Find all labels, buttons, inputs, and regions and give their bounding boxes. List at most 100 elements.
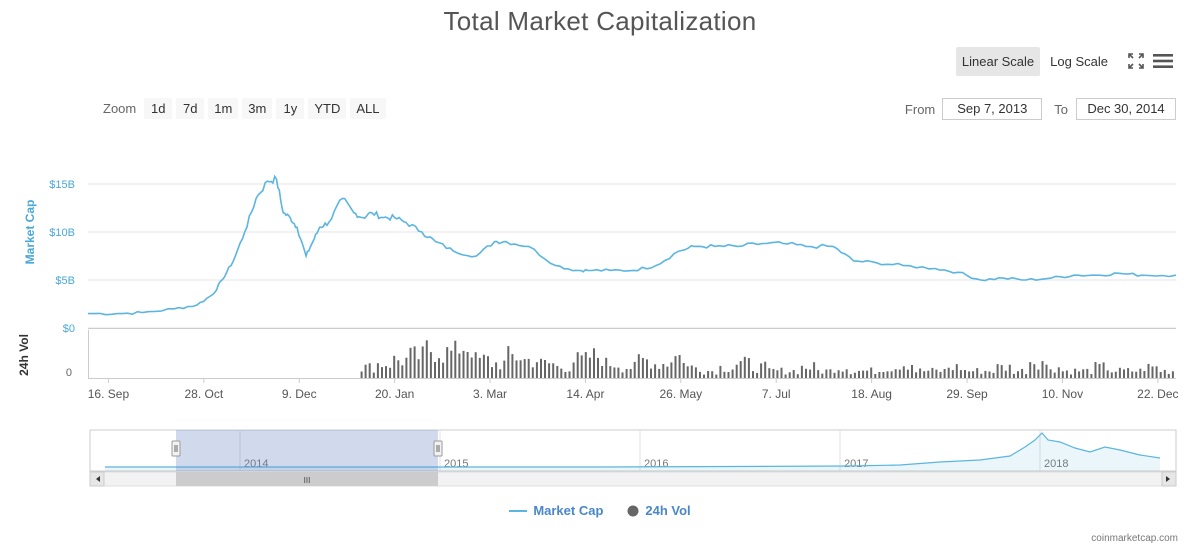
volume-bar xyxy=(821,373,824,378)
to-date-input[interactable]: Dec 30, 2014 xyxy=(1076,98,1176,120)
volume-bar xyxy=(1167,373,1170,378)
volume-bar xyxy=(478,357,481,378)
navigator-area xyxy=(105,433,1160,471)
from-date-input[interactable]: Sep 7, 2013 xyxy=(942,98,1043,120)
volume-bar xyxy=(682,363,685,378)
volume-bar xyxy=(446,347,449,378)
volume-bar xyxy=(805,368,807,378)
zoom-3m-button[interactable]: 3m xyxy=(242,98,273,119)
linear-scale-button[interactable]: Linear Scale xyxy=(955,47,1041,76)
volume-axis-label: 24h Vol xyxy=(17,334,31,376)
volume-bar xyxy=(1061,371,1064,378)
zoom-1m-button[interactable]: 1m xyxy=(208,98,239,119)
volume-bar xyxy=(1021,368,1024,378)
volume-bar xyxy=(674,356,677,378)
scrollbar-track[interactable] xyxy=(89,471,1177,487)
volume-bar xyxy=(1082,369,1085,378)
volume-bar xyxy=(499,369,502,378)
zoom-all-button[interactable]: ALL xyxy=(350,98,386,119)
x-tick-label: 20. Jan xyxy=(375,387,414,401)
volume-bar xyxy=(1135,371,1138,378)
volume-bar xyxy=(609,366,612,378)
volume-bar xyxy=(438,358,440,378)
x-axis-ticks: 16. Sep 28. Oct 9. Dec 20. Jan 3. Mar 14. Apr… xyxy=(88,378,1179,401)
x-tick-label: 9. Dec xyxy=(282,387,317,401)
volume-bar xyxy=(454,340,457,378)
volume-bar xyxy=(482,354,485,378)
volume-bar xyxy=(939,371,942,378)
volume-bar xyxy=(1045,364,1048,378)
navigator-handle[interactable] xyxy=(171,440,181,457)
volume-bar xyxy=(564,372,567,378)
volume-bar xyxy=(434,362,436,378)
volume-bar xyxy=(1151,366,1154,378)
x-tick-label: 26. May xyxy=(659,387,702,401)
volume-bar xyxy=(1171,371,1174,378)
volume-bar xyxy=(1037,369,1040,378)
volume-bar xyxy=(376,363,379,378)
volume-bar xyxy=(1163,369,1166,378)
volume-bar xyxy=(1147,363,1150,378)
volume-bar xyxy=(1159,372,1162,378)
scroll-left-button[interactable] xyxy=(89,471,105,487)
zoom-7d-button[interactable]: 7d xyxy=(176,98,205,119)
volume-bar xyxy=(1127,368,1130,378)
volume-bar xyxy=(597,357,599,378)
navigator[interactable]: 2014 2015 2016 2017 2018 III xyxy=(89,429,1177,487)
menu-icon[interactable] xyxy=(1153,53,1173,69)
volume-bar xyxy=(515,360,518,378)
volume-bar xyxy=(853,372,856,378)
volume-bar xyxy=(507,346,510,378)
volume-bar xyxy=(421,346,424,378)
volume-bar xyxy=(531,367,534,378)
volume-bar xyxy=(988,371,991,378)
volume-bar xyxy=(768,368,771,378)
volume-bars xyxy=(360,340,1174,378)
volume-bar xyxy=(784,374,787,378)
navigator-selection[interactable] xyxy=(176,430,438,471)
volume-bar xyxy=(503,360,506,378)
volume-bar xyxy=(898,369,901,378)
volume-bar xyxy=(1070,374,1072,378)
volume-bar xyxy=(389,367,392,378)
volume-bar xyxy=(878,372,881,378)
volume-bar xyxy=(470,357,473,378)
scroll-right-button[interactable] xyxy=(1161,471,1177,487)
legend-volume[interactable]: 24h Vol xyxy=(627,503,691,518)
legend-market-cap[interactable]: Market Cap xyxy=(509,503,603,518)
volume-bar xyxy=(1078,371,1081,378)
volume-bar xyxy=(572,362,575,378)
x-tick-label: 18. Aug xyxy=(851,387,892,401)
volume-bar xyxy=(1090,374,1093,378)
volume-bar xyxy=(442,362,445,378)
zoom-1d-button[interactable]: 1d xyxy=(144,98,173,119)
volume-bar xyxy=(902,366,905,378)
volume-bar xyxy=(788,372,791,378)
zoom-ytd-button[interactable]: YTD xyxy=(308,98,347,119)
zoom-1y-button[interactable]: 1y xyxy=(276,98,305,119)
navigator-year-label: 2018 xyxy=(1044,458,1068,470)
y-axis-label: Market Cap xyxy=(23,200,37,265)
volume-bar xyxy=(1025,374,1028,378)
zoom-label: Zoom xyxy=(103,101,137,116)
fullscreen-icon[interactable] xyxy=(1128,53,1144,69)
volume-bar xyxy=(576,352,579,378)
volume-bar xyxy=(1094,362,1097,378)
volume-bar xyxy=(915,372,918,378)
volume-bar xyxy=(776,370,779,378)
to-label: To xyxy=(1054,101,1068,117)
arrow-right-icon xyxy=(1166,476,1170,482)
credit-link[interactable]: coinmarketcap.com xyxy=(1091,533,1178,544)
volume-bar xyxy=(584,352,587,378)
scrollbar-thumb[interactable] xyxy=(176,472,438,486)
volume-bar xyxy=(491,367,493,378)
navigator-handle[interactable] xyxy=(433,440,443,457)
volume-bar xyxy=(849,374,852,378)
log-scale-button[interactable]: Log Scale xyxy=(1044,47,1114,76)
volume-bar xyxy=(593,348,595,378)
volume-bar xyxy=(707,371,710,378)
volume-bar xyxy=(1131,371,1134,378)
volume-bar xyxy=(825,369,828,378)
volume-bar xyxy=(992,372,995,378)
